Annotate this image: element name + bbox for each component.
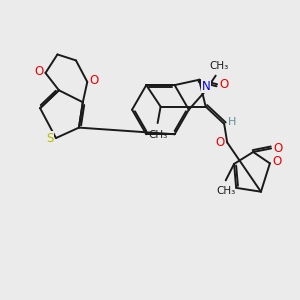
Text: O: O: [215, 136, 225, 149]
Text: O: O: [273, 142, 282, 155]
Text: H: H: [228, 117, 236, 127]
Text: O: O: [272, 155, 282, 168]
Text: O: O: [219, 78, 228, 91]
Text: N: N: [202, 80, 210, 93]
Text: S: S: [46, 132, 54, 145]
Text: CH₃: CH₃: [216, 186, 235, 196]
Text: CH₃: CH₃: [210, 61, 229, 70]
Text: CH₃: CH₃: [148, 130, 167, 140]
Text: O: O: [34, 65, 44, 78]
Text: O: O: [89, 74, 98, 87]
